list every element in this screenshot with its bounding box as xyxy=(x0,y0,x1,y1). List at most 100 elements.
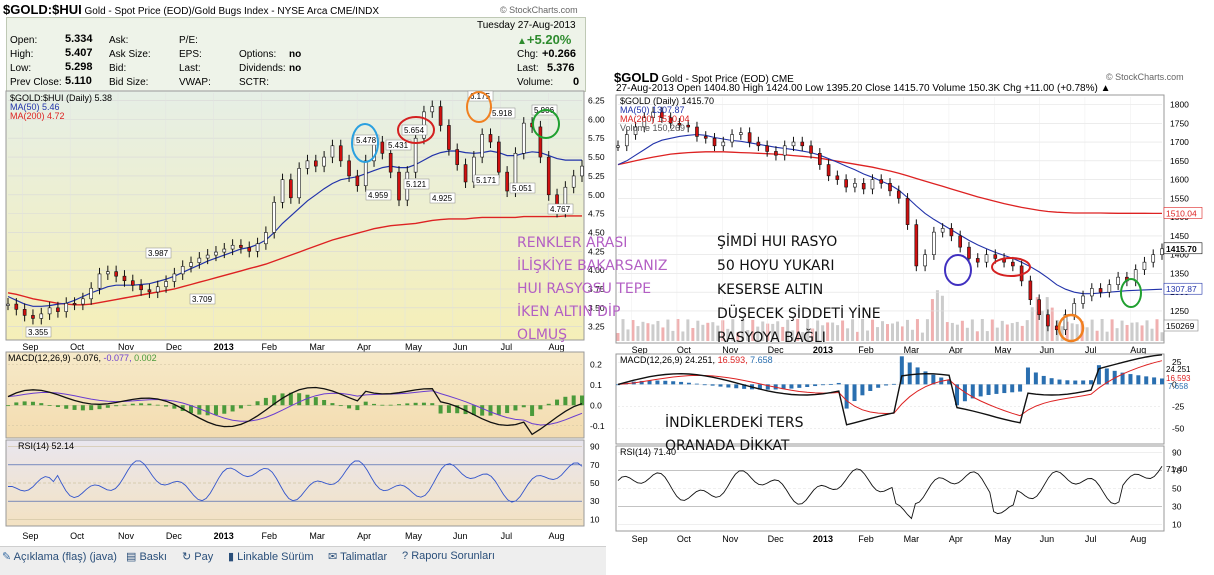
macd-histogram-bar xyxy=(899,356,904,385)
annotation-label: 5.121 xyxy=(406,180,427,189)
y-tick-label: -25 xyxy=(1172,402,1185,412)
macd-histogram-bar xyxy=(446,405,451,413)
price-candle xyxy=(64,303,69,312)
price-candle xyxy=(546,156,551,196)
volume-bar xyxy=(1020,325,1024,341)
volume-bar xyxy=(886,324,890,341)
price-candle xyxy=(6,303,10,306)
volume-bar xyxy=(1155,319,1159,341)
price-candle xyxy=(189,262,193,267)
x-tick-label: Mar xyxy=(904,345,920,355)
gold-legend-main: $GOLD (Daily) 1415.70 xyxy=(620,96,714,106)
y-tick-label: 6.00 xyxy=(588,114,605,124)
volume-bar xyxy=(1035,297,1039,341)
price-candle xyxy=(774,151,778,156)
x-tick-label: Jul xyxy=(1085,345,1097,355)
macd-histogram-bar xyxy=(480,405,485,416)
price-candle xyxy=(338,145,343,162)
x-tick-label: Oct xyxy=(70,531,85,541)
flash-description-link[interactable]: ✎ Açıklama (flaş) (java) xyxy=(2,551,117,563)
volume-bar xyxy=(731,319,735,341)
macd-histogram-bar xyxy=(563,396,568,406)
price-candle xyxy=(521,122,526,154)
sctr-label: SCTR: xyxy=(239,77,269,88)
volume-bar xyxy=(691,327,695,341)
x-tick-label: Nov xyxy=(118,531,135,541)
y-tick-label: 1700 xyxy=(1170,137,1189,147)
x-tick-label: Mar xyxy=(309,342,325,352)
volume-bar xyxy=(821,325,825,341)
price-candle xyxy=(835,175,840,180)
macd-histogram-bar xyxy=(189,405,194,414)
macd-histogram-bar xyxy=(338,405,343,407)
y-tick-label: 1750 xyxy=(1170,118,1189,128)
macd-histogram-bar xyxy=(820,384,825,386)
black-note-2: İNDİKLERDEKİ TERS ORANADA DİKKAT xyxy=(665,412,803,458)
price-candle xyxy=(505,171,509,192)
macd-histogram-bar xyxy=(222,405,227,414)
price-candle xyxy=(164,281,168,288)
price-candle xyxy=(695,126,699,137)
x-tick-label: Feb xyxy=(262,342,278,352)
y-tick-label: 4.00 xyxy=(588,265,605,275)
annotation-box xyxy=(467,90,494,102)
price-candle xyxy=(538,126,543,158)
gold-ohlc: 27-Aug-2013 Open 1404.80 High 1424.00 Lo… xyxy=(616,83,1111,94)
price-candle xyxy=(264,232,268,245)
print-link[interactable]: ▤ Baskı xyxy=(126,551,167,563)
red-circle-marker xyxy=(397,116,435,144)
price-candle xyxy=(455,149,460,165)
share-link[interactable]: ↻ Pay xyxy=(182,551,214,563)
y-tick-label: 30 xyxy=(1172,502,1182,512)
macd-histogram-bar xyxy=(297,393,302,406)
price-candle xyxy=(205,254,210,259)
volume-bar xyxy=(716,325,720,341)
instructions-link[interactable]: ✉ Talimatlar xyxy=(328,551,388,563)
price-candle xyxy=(22,309,27,316)
price-candle xyxy=(114,271,118,277)
macd-histogram-bar xyxy=(1057,379,1062,385)
hui-macd-area xyxy=(5,351,585,439)
volume-bar xyxy=(781,326,785,341)
gold-chart-panel: $GOLD Gold - Spot Price (EOD) CME © Stoc… xyxy=(606,66,1214,546)
price-candle xyxy=(879,179,884,184)
price-value-label: 1415.70 xyxy=(1166,244,1197,254)
price-candle xyxy=(677,122,682,126)
macd-histogram-bar xyxy=(72,405,77,410)
purple-note-line: İLİŞKİYE BAKARSANIZ xyxy=(517,258,668,274)
x-tick-label: Apr xyxy=(357,531,371,541)
x-tick-label: Apr xyxy=(949,345,963,355)
hui-symbol: $GOLD:$HUI xyxy=(3,2,82,17)
y-tick-label: -0.1 xyxy=(590,421,605,431)
macd-histogram-bar xyxy=(505,405,510,414)
bid-label: Bid: xyxy=(109,63,127,74)
volume-bar xyxy=(920,332,924,341)
linkable-version-link[interactable]: ▮ Linkable Sürüm xyxy=(228,551,314,563)
x-tick-label: Mar xyxy=(309,531,325,541)
volume-bar xyxy=(940,295,944,341)
macd-histogram-bar xyxy=(891,383,896,385)
macd-histogram-bar xyxy=(718,384,723,387)
volume-bar xyxy=(1100,319,1104,341)
y-tick-label: 4.50 xyxy=(588,227,605,237)
macd-histogram-bar xyxy=(1136,375,1141,385)
price-candle xyxy=(888,183,892,192)
x-tick-label: May xyxy=(994,345,1012,355)
y-tick-label: 3.50 xyxy=(588,303,605,313)
volume-bar xyxy=(651,324,655,341)
volume-bar xyxy=(861,319,865,341)
volume-bar xyxy=(1065,321,1069,341)
price-candle xyxy=(122,275,127,282)
volume-bar xyxy=(871,319,875,341)
volume-bar xyxy=(1095,330,1099,341)
macd-histogram-bar xyxy=(947,379,952,385)
annotation-box xyxy=(429,192,456,204)
volume-bar xyxy=(960,320,964,341)
macd-histogram-bar xyxy=(172,405,177,409)
y-tick-label: 6.25 xyxy=(588,96,605,106)
macd-histogram-bar xyxy=(247,404,252,406)
macd-histogram-bar xyxy=(330,403,335,406)
purple-note-line: RENKLER ARASI xyxy=(517,235,628,251)
macd-histogram-bar xyxy=(155,404,160,406)
report-problems-link[interactable]: ? Raporu Sorunları xyxy=(402,550,495,562)
